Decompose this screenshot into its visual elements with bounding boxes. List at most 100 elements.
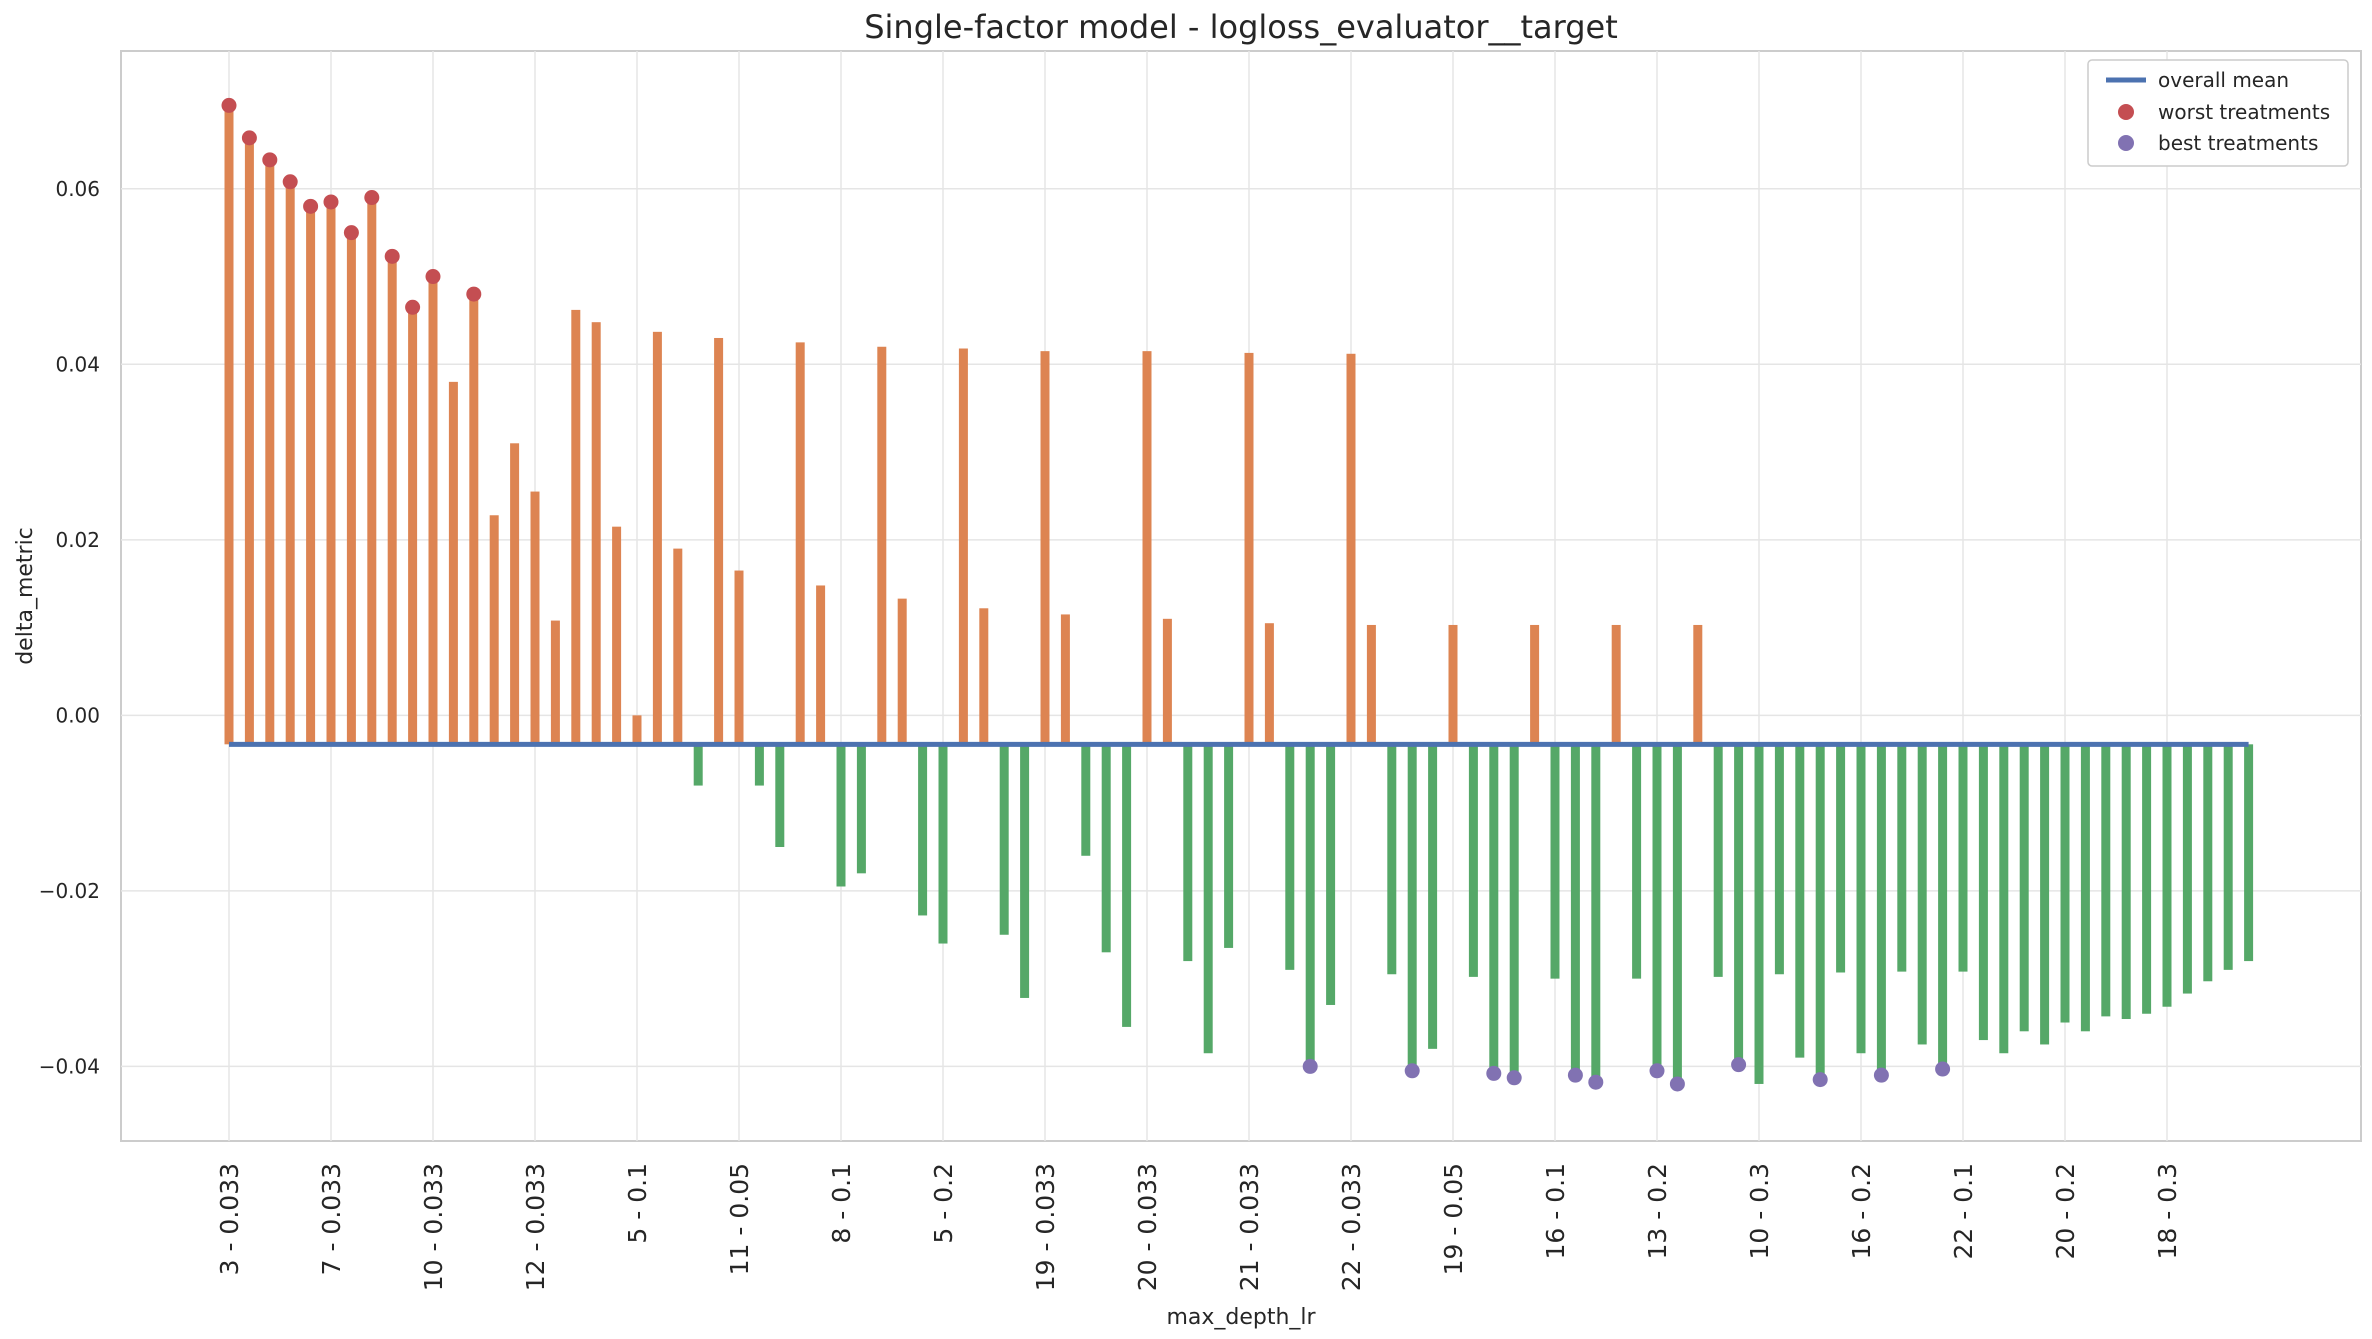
bar: [285, 181, 295, 745]
bar: [1122, 744, 1132, 1027]
bar: [1632, 744, 1642, 979]
bar: [1713, 744, 1723, 977]
bar: [775, 744, 785, 847]
best-treatment-dot: [1669, 1076, 1685, 1092]
bar: [938, 744, 948, 944]
bar: [1142, 351, 1152, 745]
best-treatment-dot: [1873, 1067, 1889, 1083]
bar: [1652, 744, 1662, 1071]
y-tick-label: 0.00: [55, 703, 100, 727]
bar: [1101, 744, 1111, 953]
bar: [1366, 624, 1376, 745]
best-treatment-dot: [1731, 1057, 1747, 1073]
x-tick-label: 20 - 0.033: [1133, 1163, 1162, 1291]
bar: [1285, 744, 1295, 970]
bar: [2121, 744, 2131, 1020]
bar: [1060, 614, 1070, 745]
bar: [918, 744, 928, 916]
x-tick-label: 21 - 0.033: [1235, 1163, 1264, 1291]
bar: [2244, 744, 2254, 962]
x-tick-label: 5 - 0.2: [929, 1163, 958, 1244]
bar: [346, 232, 356, 745]
best-treatment-dot: [1812, 1072, 1828, 1088]
bar: [1550, 744, 1560, 979]
worst-treatment-dot: [364, 190, 380, 206]
bar: [1489, 744, 1499, 1074]
legend-best-swatch: [2118, 135, 2134, 151]
best-treatment-dot: [1588, 1074, 1604, 1090]
bar: [306, 206, 316, 745]
x-tick-label: 7 - 0.033: [317, 1163, 346, 1275]
bar: [1305, 744, 1315, 1067]
y-tick-label: −0.02: [39, 879, 100, 903]
x-tick-label: 10 - 0.033: [419, 1163, 448, 1291]
bar: [550, 620, 560, 745]
bar: [244, 137, 254, 745]
legend-box: [2087, 59, 2349, 167]
chart-title: Single-factor model - logloss_evaluator_…: [864, 8, 1618, 46]
x-tick-label: 19 - 0.05: [1439, 1163, 1468, 1275]
bar: [489, 515, 499, 745]
bars: [224, 105, 2254, 1084]
y-tick-label: 0.04: [55, 352, 100, 376]
x-tick-label: 8 - 0.1: [827, 1163, 856, 1244]
bar: [1897, 744, 1907, 972]
best-treatment-dot: [1567, 1067, 1583, 1083]
bar: [856, 744, 866, 874]
x-axis-label: max_depth_lr: [1166, 1305, 1316, 1330]
worst-treatment-dot: [241, 130, 257, 146]
bar: [2060, 744, 2070, 1023]
bar: [1020, 744, 1030, 998]
x-tick-label: 5 - 0.1: [623, 1163, 652, 1244]
bar: [1387, 744, 1397, 975]
bar: [1591, 744, 1601, 1083]
best-treatment-dot: [1486, 1065, 1502, 1081]
bar: [1428, 744, 1438, 1049]
bar: [1407, 744, 1417, 1071]
bar: [1264, 623, 1274, 745]
bar: [571, 309, 581, 745]
x-tick-label: 16 - 0.2: [1847, 1163, 1876, 1259]
bar: [2101, 744, 2111, 1017]
x-tick-label: 3 - 0.033: [215, 1163, 244, 1275]
bar: [979, 608, 989, 745]
x-axis-ticks: 3 - 0.033 7 - 0.033 10 - 0.033 12 - 0.033 5 …: [215, 1163, 2182, 1291]
best-treatment-dot: [1302, 1058, 1318, 1074]
worst-treatment-dot: [343, 225, 359, 241]
bar: [2182, 744, 2192, 994]
bar: [1958, 744, 1968, 972]
bar: [1183, 744, 1193, 962]
bar: [1754, 744, 1764, 1084]
bar: [999, 744, 1009, 935]
bar: [1815, 744, 1825, 1080]
bar: [652, 331, 662, 745]
bar: [754, 744, 764, 786]
legend-label-worst-treatments: worst treatments: [2158, 100, 2330, 124]
y-axis-ticks: −0.04 −0.02 0.00 0.02 0.04 0.06: [39, 177, 100, 1079]
y-tick-label: −0.04: [39, 1054, 100, 1078]
bar: [714, 337, 724, 745]
bar: [612, 526, 622, 745]
bar: [958, 348, 968, 745]
bar: [326, 201, 336, 745]
x-tick-label: 18 - 0.3: [2153, 1163, 2182, 1259]
bar: [1162, 618, 1172, 745]
bar: [408, 307, 418, 745]
bar: [1938, 744, 1948, 1070]
best-treatment-dot: [1935, 1061, 1951, 1077]
bar: [693, 744, 703, 786]
bar: [1244, 352, 1254, 745]
bar: [2019, 744, 2029, 1032]
bar: [265, 159, 275, 745]
bar: [1530, 624, 1540, 745]
x-tick-label: 13 - 0.2: [1643, 1163, 1672, 1259]
best-treatment-dot: [1649, 1063, 1665, 1079]
legend: overall mean worst treatments best treat…: [2087, 59, 2349, 167]
bar: [1978, 744, 1988, 1041]
bar: [1795, 744, 1805, 1058]
bar: [795, 342, 805, 745]
bar: [591, 322, 601, 745]
bar: [2040, 744, 2050, 1045]
bar: [1448, 624, 1458, 745]
